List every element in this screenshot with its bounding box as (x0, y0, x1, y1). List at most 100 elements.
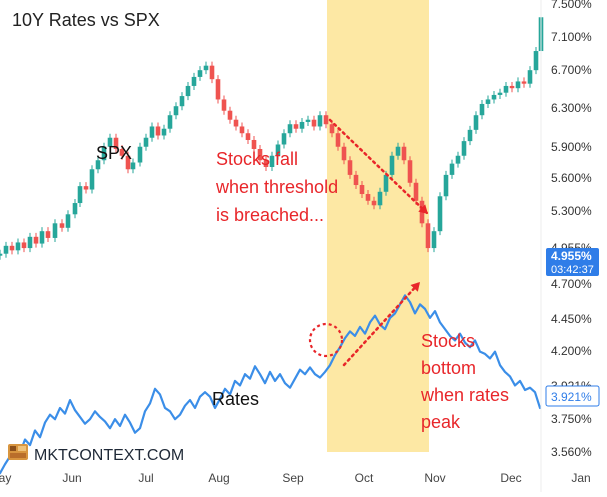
y-tick-label: 5.600% (551, 171, 592, 185)
spx-candle (33, 236, 39, 244)
x-tick-label: May (0, 471, 11, 485)
spx-candle (383, 174, 389, 192)
peak-arrow (342, 280, 422, 367)
bottom-annotation-line: Stocks (421, 331, 475, 351)
current-rate-box (546, 248, 599, 276)
y-tick-label: 4.450% (551, 312, 592, 326)
fall-annotation: Stocks fall when threshold is breached... (215, 149, 338, 225)
x-tick-label: Oct (355, 471, 374, 485)
spx-candle (161, 128, 167, 136)
fall-annotation-line: is breached... (216, 205, 324, 225)
fall-arrow (328, 118, 430, 216)
spx-candle (353, 174, 359, 186)
spx-candle (89, 169, 95, 190)
spx-candle (443, 174, 449, 197)
spx-candle (509, 85, 515, 89)
spx-candle (52, 223, 58, 238)
spx-candle (359, 185, 365, 195)
spx-candle (473, 115, 479, 130)
spx-candle (155, 126, 161, 136)
spx-candle (389, 155, 395, 175)
spx-candle (365, 194, 371, 201)
spx-candle (3, 245, 9, 254)
bottom-annotation-line: bottom (421, 358, 476, 378)
spx-candle (83, 186, 89, 190)
spx-candle (167, 115, 173, 129)
x-tick-label: Jul (138, 471, 153, 485)
spx-candle (101, 146, 107, 161)
x-axis: May Jun Jul Aug Sep Oct Nov Dec Jan (0, 471, 591, 485)
logo-icon (8, 444, 28, 460)
spx-candle (449, 163, 455, 175)
spx-candle (299, 121, 305, 129)
spx-candle (311, 119, 317, 127)
spx-candle (407, 160, 413, 183)
bottom-annotation-line: when rates (420, 385, 509, 405)
spx-candle (9, 245, 15, 251)
y-tick-label: 3.750% (551, 412, 592, 426)
spx-candle (0, 253, 3, 256)
spx-candle (491, 94, 497, 100)
current-rate-time: 03:42:37 (551, 264, 594, 276)
spx-candle (425, 223, 431, 249)
watermark-text: MKTCONTEXT.COM (34, 447, 184, 464)
chart-title: 10Y Rates vs SPX (12, 10, 160, 30)
spx-candle (197, 70, 203, 77)
peak-arrow-head (410, 282, 420, 292)
spx-candle (437, 196, 443, 232)
spx-candle (191, 76, 197, 86)
spx-candle (65, 214, 71, 228)
spx-candle (287, 124, 293, 134)
spx-candle (149, 126, 155, 138)
y-tick-label: 5.900% (551, 140, 592, 154)
spx-candle (39, 231, 45, 244)
spx-candle (395, 146, 401, 156)
x-tick-label: Jun (62, 471, 81, 485)
spx-candle (413, 182, 419, 201)
spx-candle (59, 223, 65, 228)
spx-candle (227, 110, 233, 120)
spx-candle (215, 79, 221, 100)
current-rate-value: 4.955% (551, 249, 592, 263)
spx-candle (119, 148, 125, 156)
rates-line (0, 294, 542, 475)
spx-candle (371, 200, 377, 206)
spx-candle (21, 242, 27, 249)
spx-candle (15, 242, 21, 251)
spx-candle (467, 129, 473, 142)
spx-candle (347, 160, 353, 175)
spx-candle (27, 236, 33, 249)
spx-candle (233, 119, 239, 127)
y-tick-label: 6.300% (551, 101, 592, 115)
spx-candle (113, 137, 119, 149)
x-tick-label: Sep (282, 471, 304, 485)
spx-candle (77, 186, 83, 204)
fall-arrow-head (418, 204, 428, 214)
annotations-layer: 10Y Rates vs SPX SPX Rates Stocks fall when … (12, 10, 509, 432)
watermark: MKTCONTEXT.COM (8, 444, 184, 464)
spx-candle (323, 115, 329, 125)
spx-candle (221, 99, 227, 111)
spx-series-label: SPX (96, 143, 132, 163)
rate-breakout-circle (308, 322, 344, 358)
spx-candle (281, 133, 287, 145)
rates-layer (0, 294, 542, 475)
y-tick-label: 7.100% (551, 30, 592, 44)
spx-candle (527, 70, 533, 84)
spx-candle (533, 51, 539, 71)
spx-candle (455, 155, 461, 164)
y-tick-label: 4.200% (551, 344, 592, 358)
highlight-band (327, 0, 429, 452)
spx-candle (515, 81, 521, 89)
spx-candle (125, 155, 131, 170)
y-tick-label: 5.300% (551, 204, 592, 218)
spx-candle (317, 115, 323, 127)
spx-candle (179, 96, 185, 107)
x-tick-label: Nov (424, 471, 445, 485)
left-rate-box (545, 385, 600, 407)
spx-candle (143, 137, 149, 147)
x-tick-label: Dec (500, 471, 521, 485)
x-tick-label: Aug (208, 471, 229, 485)
x-tick-label: Jan (571, 471, 590, 485)
y-tick-label: 7.500% (551, 0, 592, 11)
